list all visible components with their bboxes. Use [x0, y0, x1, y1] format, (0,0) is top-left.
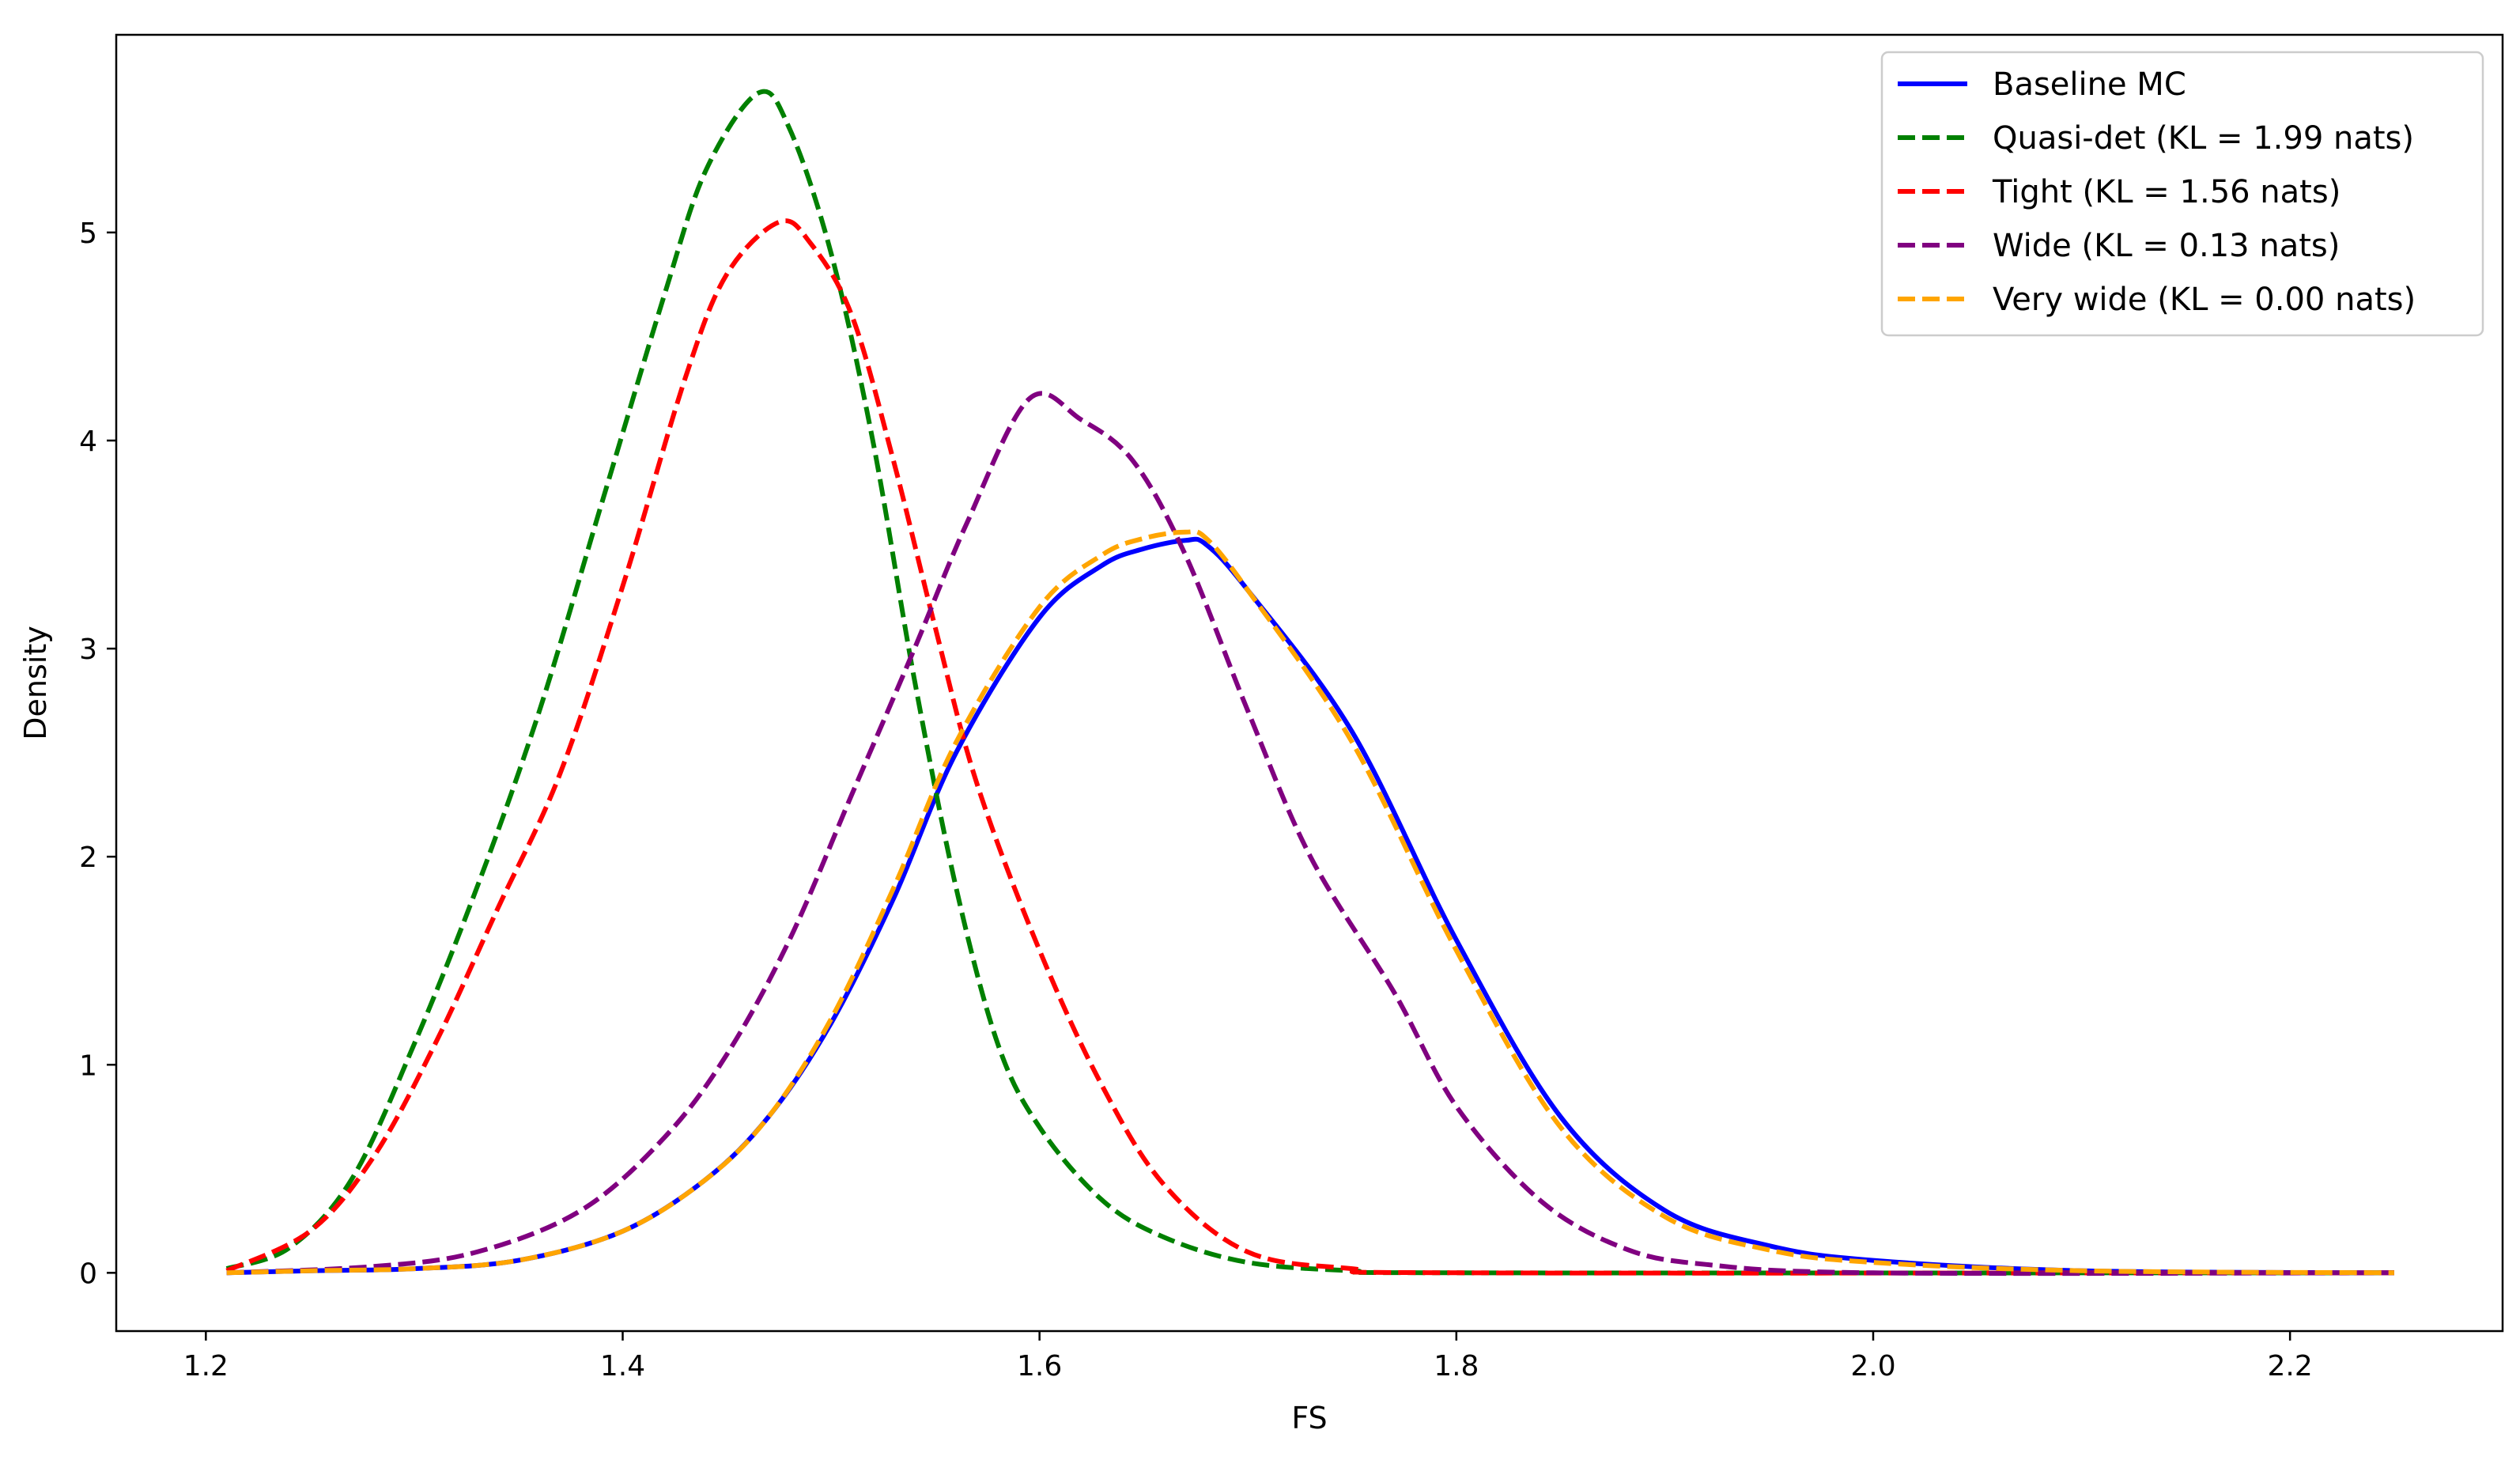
series-layer: [225, 89, 2394, 1277]
y-tick-label: 5: [79, 217, 97, 250]
series-line-5: [226, 529, 2394, 1276]
x-axis-label: FS: [1291, 1401, 1327, 1435]
legend-label: Tight (KL = 1.56 nats): [1992, 174, 2341, 210]
x-tick-label: 2.2: [2268, 1350, 2313, 1382]
x-axis: 1.2 1.4 1.6 1.8 2.0 2.2: [183, 1331, 2313, 1382]
y-tick-label: 1: [79, 1050, 97, 1082]
axes-frame: [115, 33, 2504, 1333]
y-tick-label: 2: [79, 842, 97, 874]
x-tick-label: 1.4: [600, 1350, 645, 1382]
y-tick-label: 4: [79, 426, 97, 458]
series-line-4: [226, 391, 2394, 1277]
x-tick-label: 1.2: [183, 1350, 229, 1382]
legend-label: Quasi-det (KL = 1.99 nats): [1993, 120, 2414, 157]
legend-label: Baseline MC: [1993, 66, 2186, 103]
legend-label: Wide (KL = 0.13 nats): [1993, 228, 2340, 264]
y-axis: 0 1 2 3 4 5: [79, 217, 116, 1290]
y-tick-label: 0: [79, 1258, 97, 1290]
legend-label: Very wide (KL = 0.00 nats): [1993, 282, 2416, 318]
y-tick-label: 3: [79, 634, 97, 666]
x-tick-label: 1.6: [1017, 1350, 1062, 1382]
legend-box: [1880, 51, 2484, 337]
x-tick-label: 2.0: [1850, 1350, 1895, 1382]
series-line-3: [225, 218, 2394, 1276]
series-line-2: [225, 89, 2394, 1276]
x-tick-label: 1.8: [1434, 1350, 1479, 1382]
legend: Baseline MC Quasi-det (KL = 1.99 nats) Tig…: [1880, 51, 2484, 337]
y-axis-label: Density: [18, 626, 53, 739]
